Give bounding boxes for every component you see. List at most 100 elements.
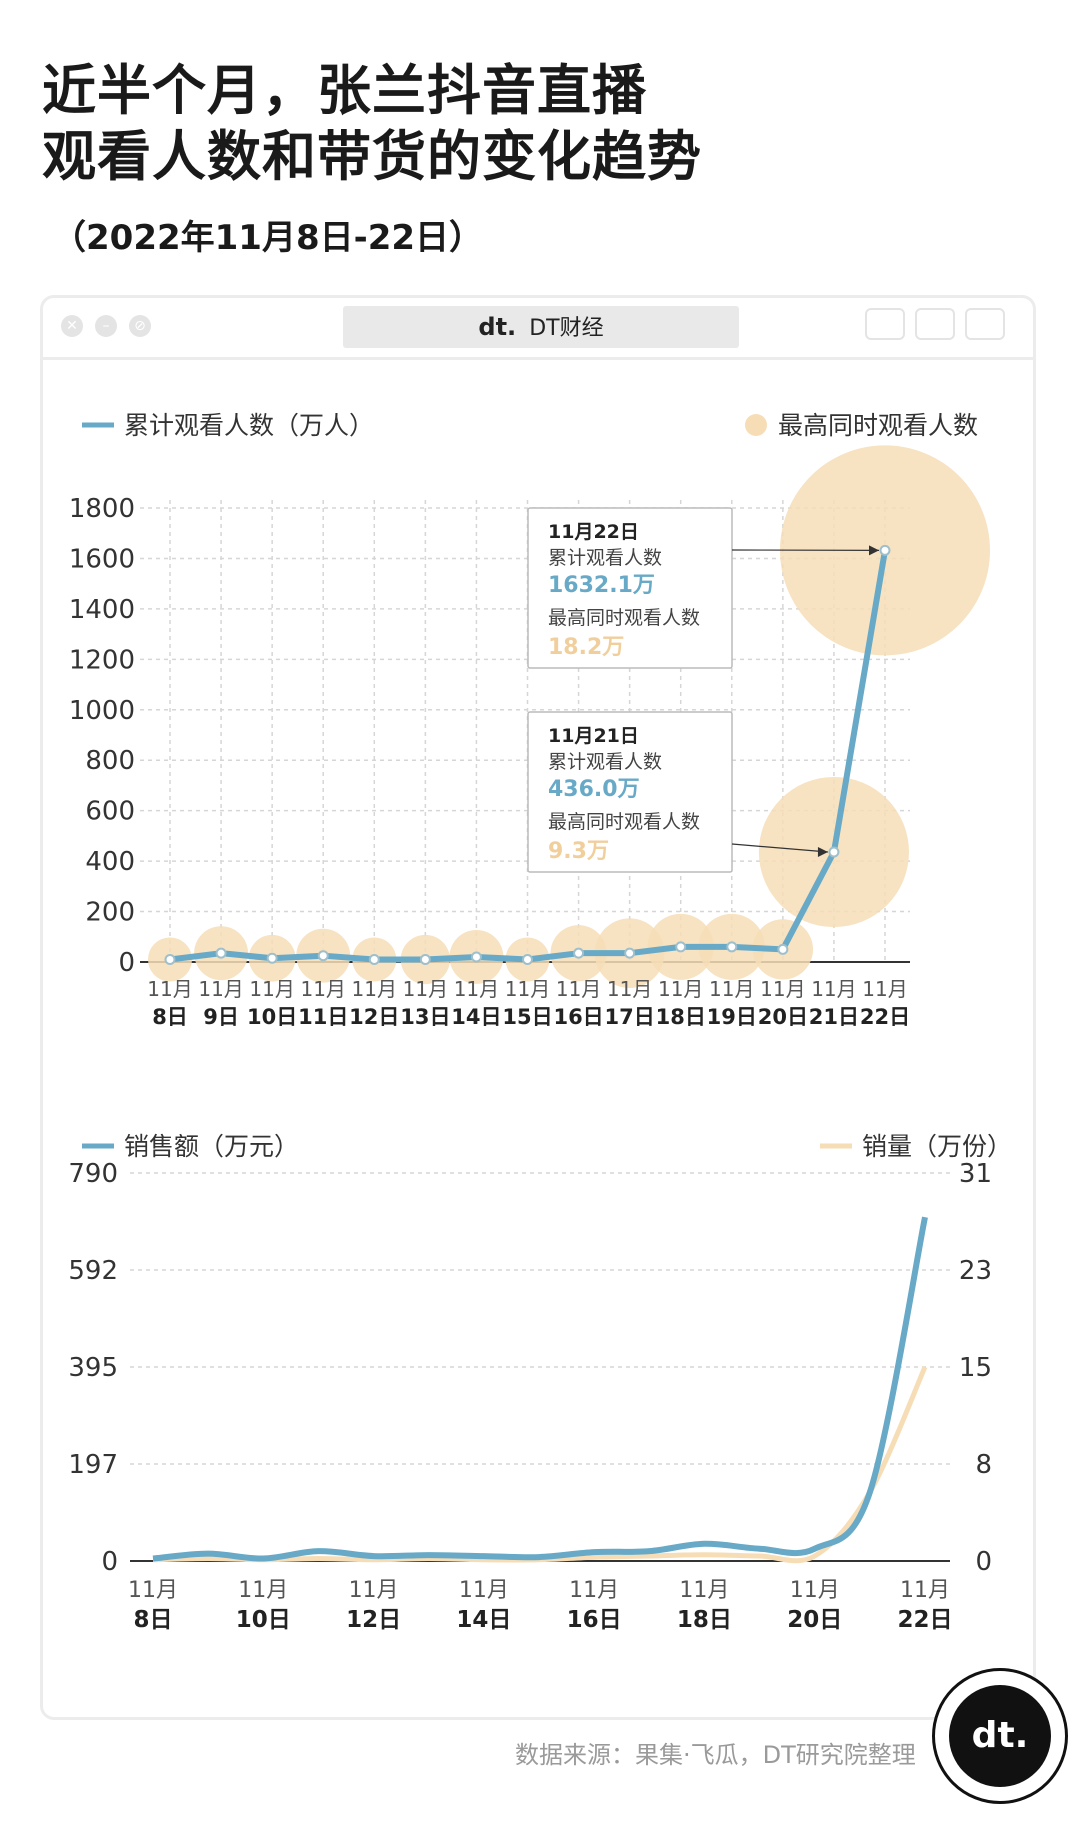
x-tick-label: 10日 bbox=[247, 1005, 297, 1029]
cumulative-viewers-point bbox=[879, 544, 891, 556]
y-tick-label: 1800 bbox=[69, 494, 135, 524]
y-tick-label: 200 bbox=[85, 898, 135, 928]
annotation-frame bbox=[527, 711, 733, 873]
x-tick-month: 11月 bbox=[198, 977, 243, 1001]
x-tick-month: 11月 bbox=[790, 1578, 840, 1603]
annotation-label-2: 最高同时观看人数 bbox=[548, 607, 700, 629]
address-bar: dt. DT财经 bbox=[343, 306, 739, 348]
cumulative-viewers-point bbox=[573, 947, 585, 959]
annotation-value-2: 9.3万 bbox=[548, 839, 609, 864]
x-tick-month: 11月 bbox=[300, 977, 345, 1001]
x-tick-month: 11月 bbox=[128, 1578, 178, 1603]
legend-peak-label: 最高同时观看人数 bbox=[778, 411, 978, 440]
cumulative-viewers-point bbox=[828, 846, 840, 858]
x-tick-label: 19日 bbox=[707, 1005, 757, 1029]
annotation-value-2: 18.2万 bbox=[548, 635, 624, 660]
x-tick-label: 17日 bbox=[605, 1005, 655, 1029]
x-tick-month: 11月 bbox=[403, 977, 448, 1001]
annotation-pointer bbox=[731, 843, 828, 853]
cumulative-viewers-point bbox=[266, 952, 278, 964]
record-icon bbox=[865, 308, 905, 340]
x-tick-month: 11月 bbox=[658, 977, 703, 1001]
viewers-chart: 0 200 400 600 800 1000 1200 1400 1600 1800 11月 8日 1… bbox=[69, 411, 990, 1029]
cumulative-viewers-point bbox=[419, 953, 431, 965]
legend-cumulative-label: 累计观看人数（万人） bbox=[124, 411, 374, 440]
annotation-value-1: 436.0万 bbox=[548, 777, 640, 802]
viewers-x-ticks: 11月8日11月9日11月10日11月11日11月12日11月13日11月14日… bbox=[147, 977, 910, 1029]
y-right-tick-label: 8 bbox=[975, 1450, 992, 1480]
y-tick-label: 600 bbox=[85, 797, 135, 827]
sales-x-ticks: 11月 8日 11月 10日 11月 12日 11月 14日 11月 16日 11月 18日 11月 20… bbox=[128, 1578, 953, 1630]
x-tick-month: 11月 bbox=[459, 1578, 509, 1603]
cumulative-viewers-point bbox=[368, 953, 380, 965]
x-tick-month: 11月 bbox=[569, 1578, 619, 1603]
x-tick-label: 22日 bbox=[897, 1607, 952, 1630]
x-tick-label: 10日 bbox=[236, 1607, 291, 1630]
sales-legend: 销售额（万元） 销量（万份） bbox=[82, 1132, 1012, 1161]
x-tick-month: 11月 bbox=[811, 977, 856, 1001]
x-tick-label: 14日 bbox=[451, 1005, 501, 1029]
cumulative-viewers-point bbox=[777, 943, 789, 955]
sales-volume-line bbox=[152, 1365, 928, 1564]
y-tick-label: 1000 bbox=[69, 696, 135, 726]
viewers-legend: 累计观看人数（万人） 最高同时观看人数 bbox=[82, 411, 978, 440]
y-tick-label: 1200 bbox=[69, 645, 135, 675]
y-tick-label: 1600 bbox=[69, 544, 135, 574]
close-icon: ✕ bbox=[61, 315, 83, 337]
y-right-tick-label: 15 bbox=[959, 1353, 992, 1383]
minimize-icon: – bbox=[95, 315, 117, 337]
legend-volume-label: 销量（万份） bbox=[862, 1132, 1012, 1161]
x-tick-month: 11月 bbox=[238, 1578, 288, 1603]
x-tick-month: 11月 bbox=[556, 977, 601, 1001]
x-tick-label: 16日 bbox=[567, 1607, 622, 1630]
x-tick-label: 11日 bbox=[298, 1005, 348, 1029]
y-right-tick-label: 31 bbox=[959, 1159, 992, 1189]
x-tick-label: 20日 bbox=[787, 1607, 842, 1630]
cumulative-viewers-point bbox=[675, 941, 687, 953]
x-tick-month: 11月 bbox=[505, 977, 550, 1001]
x-tick-label: 14日 bbox=[456, 1607, 511, 1630]
x-tick-label: 16日 bbox=[553, 1005, 603, 1029]
cumulative-viewers-point bbox=[726, 941, 738, 953]
x-tick-label: 18日 bbox=[677, 1607, 732, 1630]
x-tick-label: 12日 bbox=[346, 1607, 401, 1630]
annotation-label-2: 最高同时观看人数 bbox=[548, 811, 700, 833]
x-tick-label: 22日 bbox=[860, 1005, 910, 1029]
cumulative-viewers-points bbox=[164, 544, 891, 965]
y-tick-label: 800 bbox=[85, 746, 135, 776]
y-left-tick-label: 395 bbox=[68, 1353, 118, 1383]
x-tick-month: 11月 bbox=[454, 977, 499, 1001]
cumulative-viewers-point bbox=[215, 947, 227, 959]
cumulative-viewers-point bbox=[164, 953, 176, 965]
cumulative-viewers-point bbox=[522, 953, 533, 965]
x-tick-month: 11月 bbox=[147, 977, 192, 1001]
cumulative-viewers-point bbox=[470, 951, 482, 963]
sales-grid bbox=[130, 1172, 950, 1562]
x-tick-month: 11月 bbox=[352, 977, 397, 1001]
sales-amount-line bbox=[152, 1216, 928, 1562]
address-bar-label: DT财经 bbox=[529, 316, 604, 341]
share-icon bbox=[915, 308, 955, 340]
x-tick-month: 11月 bbox=[607, 977, 652, 1001]
y-tick-label: 1400 bbox=[69, 595, 135, 625]
cumulative-viewers-point bbox=[624, 947, 636, 959]
x-tick-month: 11月 bbox=[862, 977, 907, 1001]
dt-logo-badge: dt. bbox=[932, 1668, 1068, 1804]
x-tick-label: 12日 bbox=[349, 1005, 399, 1029]
y-right-tick-label: 23 bbox=[959, 1256, 992, 1286]
x-tick-label: 18日 bbox=[656, 1005, 706, 1029]
y-left-tick-label: 197 bbox=[68, 1450, 118, 1480]
window-title-bar: ✕ – ⊘ dt. DT财经 bbox=[43, 298, 1033, 360]
viewers-annotations: 11月22日累计观看人数1632.1万最高同时观看人数18.2万11月21日累计… bbox=[527, 507, 880, 873]
x-tick-month: 11月 bbox=[760, 977, 805, 1001]
x-tick-label: 21日 bbox=[809, 1005, 859, 1029]
legend-amount-label: 销售额（万元） bbox=[124, 1132, 299, 1161]
annotation-label-1: 累计观看人数 bbox=[548, 547, 662, 569]
y-right-tick-label: 0 bbox=[975, 1547, 992, 1577]
title-line-2: 观看人数和带货的变化趋势 bbox=[42, 125, 702, 188]
annotation-label-1: 累计观看人数 bbox=[548, 751, 662, 773]
y-tick-label: 0 bbox=[118, 948, 135, 978]
viewers-y-ticks: 0 200 400 600 800 1000 1200 1400 1600 1800 bbox=[69, 494, 135, 978]
